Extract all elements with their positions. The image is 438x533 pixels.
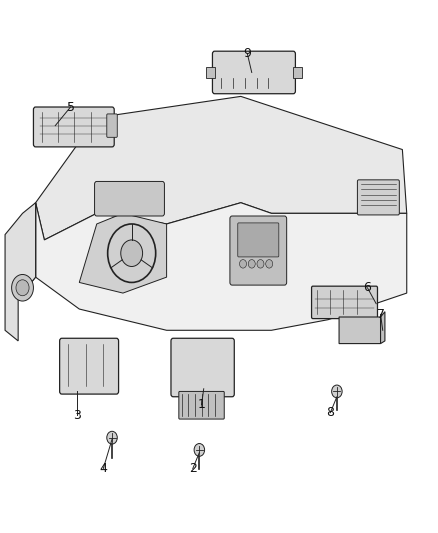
Text: 8: 8 — [326, 406, 334, 419]
FancyBboxPatch shape — [238, 223, 279, 257]
Text: 1: 1 — [198, 398, 205, 411]
Text: 6: 6 — [364, 281, 371, 294]
Circle shape — [332, 385, 342, 398]
Circle shape — [194, 443, 205, 456]
Polygon shape — [339, 317, 383, 344]
Polygon shape — [293, 67, 302, 78]
Polygon shape — [381, 312, 385, 344]
FancyBboxPatch shape — [212, 51, 295, 94]
Circle shape — [266, 260, 273, 268]
Circle shape — [248, 260, 255, 268]
FancyBboxPatch shape — [95, 181, 164, 216]
Text: 4: 4 — [99, 462, 107, 475]
Polygon shape — [5, 203, 35, 341]
FancyBboxPatch shape — [107, 114, 117, 138]
Polygon shape — [206, 67, 215, 78]
Text: 9: 9 — [244, 47, 251, 60]
Text: 7: 7 — [377, 308, 385, 321]
Circle shape — [107, 431, 117, 444]
Polygon shape — [18, 203, 35, 298]
FancyBboxPatch shape — [179, 391, 224, 419]
Text: 5: 5 — [67, 101, 74, 114]
FancyBboxPatch shape — [357, 180, 399, 215]
FancyBboxPatch shape — [230, 216, 287, 285]
Polygon shape — [35, 96, 407, 240]
FancyBboxPatch shape — [311, 286, 378, 319]
FancyBboxPatch shape — [33, 107, 114, 147]
Circle shape — [121, 240, 143, 266]
Circle shape — [12, 274, 33, 301]
Polygon shape — [79, 213, 166, 293]
Circle shape — [16, 280, 29, 296]
Text: 3: 3 — [73, 409, 81, 422]
FancyBboxPatch shape — [60, 338, 119, 394]
Circle shape — [240, 260, 247, 268]
Circle shape — [257, 260, 264, 268]
Text: 2: 2 — [189, 462, 197, 475]
FancyBboxPatch shape — [171, 338, 234, 397]
Polygon shape — [35, 203, 407, 330]
